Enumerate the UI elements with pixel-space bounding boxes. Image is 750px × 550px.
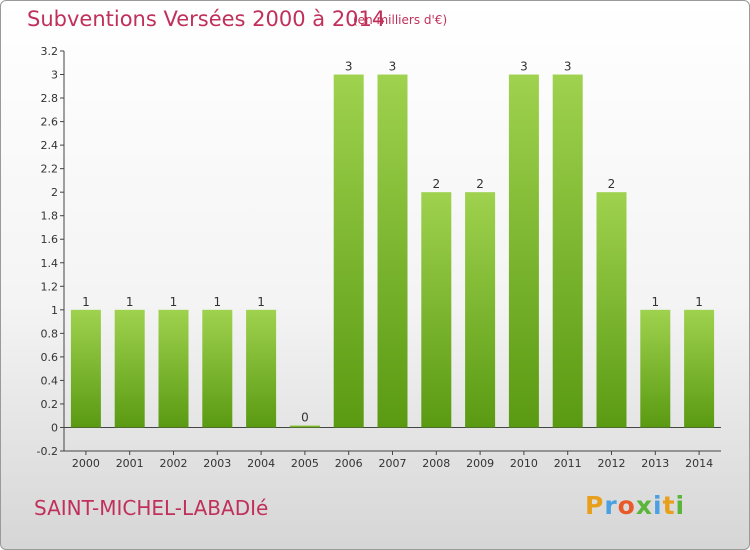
x-tick-label: 2008 (422, 457, 450, 470)
y-tick-label: 0.4 (41, 374, 59, 387)
bar-2013[interactable] (640, 309, 671, 428)
chart-title: Subventions Versées 2000 à 2014 (27, 7, 386, 31)
value-label: 1 (695, 295, 703, 309)
y-tick-label: 0 (51, 421, 58, 434)
x-tick-label: 2001 (116, 457, 144, 470)
x-tick-label: 2013 (641, 457, 669, 470)
y-tick-label: 2.6 (41, 116, 59, 129)
x-tick-label: 2000 (72, 457, 100, 470)
unit-note: (en milliers d'€) (353, 13, 448, 27)
value-label: 0 (301, 410, 309, 424)
y-tick-label: 2 (51, 186, 58, 199)
value-label: 2 (432, 177, 440, 191)
x-tick-label: 2009 (466, 457, 494, 470)
y-tick-label: 1 (51, 304, 58, 317)
bar-2012[interactable] (596, 192, 627, 428)
y-tick-label: 2.8 (41, 92, 59, 105)
y-tick-label: 3 (51, 69, 58, 82)
x-tick-label: 2014 (685, 457, 713, 470)
value-label: 2 (608, 177, 616, 191)
y-tick-label: 2.4 (41, 139, 59, 152)
y-tick-label: 0.6 (41, 351, 59, 364)
bar-2010[interactable] (508, 74, 539, 428)
bar-2007[interactable] (377, 74, 408, 428)
bar-2004[interactable] (246, 309, 277, 428)
x-tick-label: 2006 (335, 457, 363, 470)
x-tick-label: 2004 (247, 457, 275, 470)
bar-2009[interactable] (465, 192, 496, 428)
x-tick-label: 2012 (598, 457, 626, 470)
commune-name: SAINT-MICHEL-LABADIé (34, 496, 269, 520)
y-tick-label: 2.2 (41, 163, 59, 176)
value-label: 1 (257, 295, 265, 309)
y-tick-label: 0.8 (41, 327, 59, 340)
value-label: 1 (170, 295, 178, 309)
x-tick-label: 2002 (160, 457, 188, 470)
x-tick-label: 2005 (291, 457, 319, 470)
value-label: 1 (651, 295, 659, 309)
bar-2008[interactable] (421, 192, 452, 428)
x-tick-label: 2007 (379, 457, 407, 470)
value-label: 1 (126, 295, 134, 309)
y-tick-label: 3.2 (41, 45, 59, 58)
bar-2011[interactable] (552, 74, 583, 428)
bar-2001[interactable] (114, 309, 145, 428)
value-label: 3 (520, 60, 528, 74)
y-tick-label: 0.2 (41, 398, 59, 411)
value-label: 3 (345, 60, 353, 74)
y-tick-label: -0.2 (37, 445, 58, 458)
y-tick-label: 1.8 (41, 210, 59, 223)
bar-2002[interactable] (158, 309, 189, 428)
bar-2005[interactable] (289, 425, 320, 428)
y-tick-label: 1.4 (41, 257, 59, 270)
value-label: 3 (389, 60, 397, 74)
x-tick-label: 2011 (554, 457, 582, 470)
value-label: 1 (82, 295, 90, 309)
bar-2003[interactable] (202, 309, 233, 428)
value-label: 2 (476, 177, 484, 191)
y-tick-label: 1.6 (41, 233, 59, 246)
value-label: 3 (564, 60, 572, 74)
x-tick-label: 2010 (510, 457, 538, 470)
value-label: 1 (213, 295, 221, 309)
bar-2006[interactable] (333, 74, 364, 428)
bar-2014[interactable] (684, 309, 715, 428)
x-tick-label: 2003 (203, 457, 231, 470)
y-tick-label: 1.2 (41, 280, 59, 293)
proxiti-logo[interactable]: Proxiti (585, 491, 686, 520)
bar-2000[interactable] (70, 309, 101, 428)
